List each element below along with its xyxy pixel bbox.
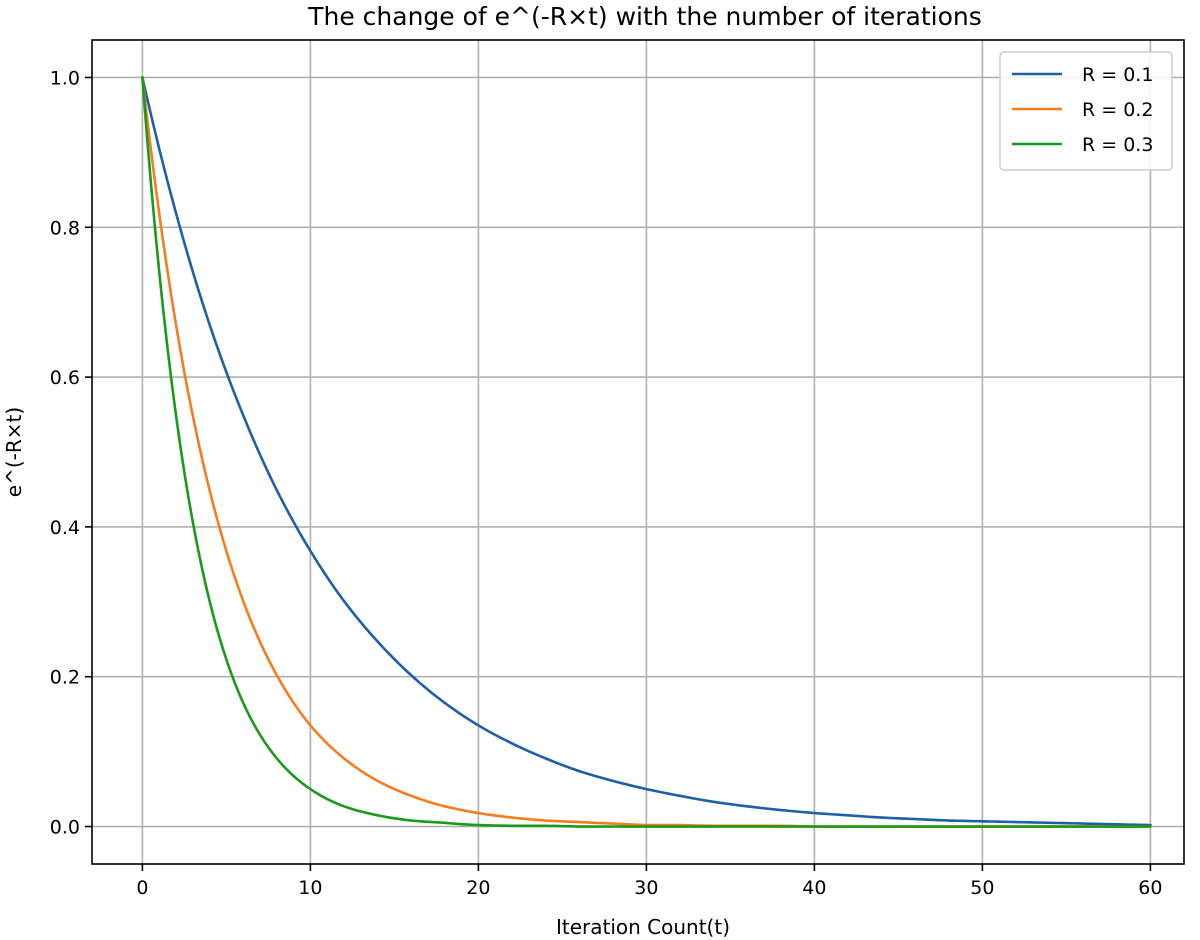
x-axis-label: Iteration Count(t) bbox=[556, 915, 730, 939]
series-line bbox=[141, 76, 1152, 828]
y-tick-label: 0.4 bbox=[50, 517, 80, 539]
x-tick-label: 40 bbox=[802, 877, 826, 899]
plot-frame bbox=[91, 39, 1185, 865]
legend-label: R = 0.3 bbox=[1082, 134, 1153, 156]
y-tick-label: 0.2 bbox=[50, 667, 80, 689]
y-tick-label: 0.0 bbox=[50, 817, 80, 839]
x-tick-label: 20 bbox=[466, 877, 490, 899]
legend-box bbox=[999, 51, 1173, 171]
series-lines bbox=[141, 76, 1152, 828]
y-axis-label: e^(-R×t) bbox=[2, 407, 26, 497]
x-tick-label: 50 bbox=[970, 877, 994, 899]
x-tick-label: 0 bbox=[136, 877, 148, 899]
chart-title: The change of e^(-R×t) with the number o… bbox=[307, 2, 982, 31]
axis-ticks: 0 10 20 30 40 50 60 0.0 0.2 0.4 0.6 0.8 1.0 bbox=[50, 67, 1163, 899]
y-tick-label: 1.0 bbox=[50, 67, 80, 89]
legend-label: R = 0.2 bbox=[1082, 99, 1153, 121]
x-tick-label: 30 bbox=[634, 877, 658, 899]
legend: R = 0.1 R = 0.2 R = 0.3 bbox=[999, 51, 1173, 171]
legend-label: R = 0.1 bbox=[1082, 64, 1153, 86]
series-line bbox=[141, 76, 1152, 827]
x-tick-label: 10 bbox=[298, 877, 322, 899]
x-tick-label: 60 bbox=[1138, 877, 1162, 899]
y-tick-label: 0.6 bbox=[50, 367, 80, 389]
y-tick-label: 0.8 bbox=[50, 217, 80, 239]
